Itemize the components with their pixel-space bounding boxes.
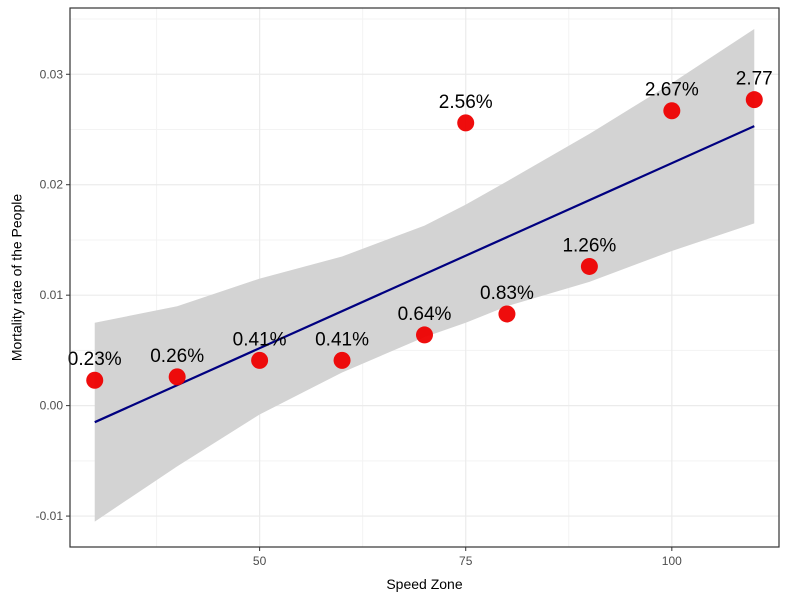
trend-line-layer bbox=[94, 125, 755, 424]
panel-border bbox=[69, 7, 780, 548]
y-tick-label: 0.00 bbox=[40, 399, 64, 413]
data-labels-layer: 0.23% 0.26% 0.41% 0.41% 0.64% 2.56% 0.83% 1.26%… bbox=[68, 69, 773, 371]
data-point bbox=[580, 257, 598, 275]
data-point bbox=[663, 102, 681, 120]
y-tick-label: 0.02 bbox=[40, 178, 64, 192]
data-label: 0.23% bbox=[68, 349, 122, 370]
trend-line bbox=[94, 125, 755, 424]
data-point bbox=[416, 326, 433, 344]
data-label: 0.41% bbox=[315, 329, 369, 350]
x-axis-title: Speed Zone bbox=[386, 576, 462, 592]
data-label: 2.67% bbox=[645, 80, 699, 101]
data-label: 2.56% bbox=[439, 92, 493, 113]
x-axis-ticks: 50 75 100 bbox=[253, 547, 682, 568]
data-label: 0.41% bbox=[233, 329, 287, 350]
data-point bbox=[745, 91, 763, 109]
data-label: 0.26% bbox=[150, 346, 204, 367]
data-point bbox=[333, 351, 351, 369]
y-tick-label: 0.01 bbox=[40, 288, 64, 302]
data-label: 1.26% bbox=[562, 235, 616, 256]
y-axis-ticks: -0.01 0.00 0.01 0.02 0.03 bbox=[36, 67, 70, 523]
data-label: 2.77 bbox=[736, 69, 773, 90]
y-tick-label: -0.01 bbox=[36, 509, 64, 523]
y-axis-title: Mortality rate of the People bbox=[9, 194, 25, 362]
data-label: 0.64% bbox=[398, 304, 452, 325]
x-tick-label: 100 bbox=[662, 554, 682, 568]
data-point bbox=[498, 305, 516, 323]
data-point bbox=[168, 368, 186, 386]
x-tick-label: 50 bbox=[253, 554, 267, 568]
data-point bbox=[86, 371, 104, 389]
data-point bbox=[251, 351, 269, 369]
data-point bbox=[457, 114, 475, 132]
y-tick-label: 0.03 bbox=[40, 67, 64, 81]
points-layer bbox=[86, 91, 763, 389]
data-label: 0.83% bbox=[480, 283, 534, 304]
x-tick-label: 75 bbox=[459, 554, 473, 568]
